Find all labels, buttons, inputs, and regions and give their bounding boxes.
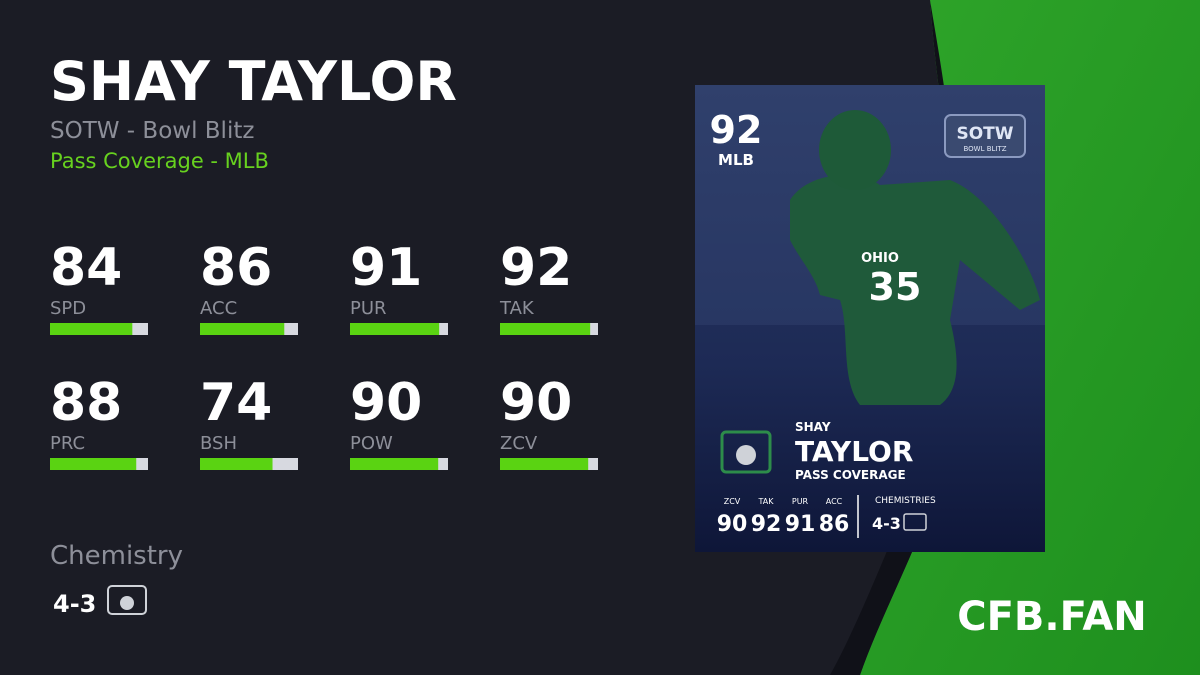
jersey-text: OHIO <box>861 251 899 266</box>
stat-bar <box>50 323 133 335</box>
stat-label: PUR <box>350 298 387 319</box>
jersey-number: 35 <box>869 265 922 309</box>
stat-label: SPD <box>50 298 86 319</box>
stat-value: 74 <box>200 373 272 433</box>
card-stat-value: 86 <box>819 512 850 537</box>
stat-label: BSH <box>200 433 237 454</box>
card-stat-value: 92 <box>751 512 782 537</box>
stat-bar <box>500 458 589 470</box>
stat-value: 90 <box>350 373 422 433</box>
stat-label: ACC <box>200 298 237 319</box>
stat-label: ZCV <box>500 433 538 454</box>
badge-title: SOTW <box>956 124 1013 144</box>
stat-bar <box>200 323 285 335</box>
stat-value: 86 <box>200 238 272 298</box>
card-first-name: SHAY <box>795 420 831 434</box>
stat-value: 88 <box>50 373 122 433</box>
badge-subtitle: BOWL BLITZ <box>963 145 1006 153</box>
chemistry-value: 4-3 <box>53 590 96 618</box>
program: SOTW - Bowl Blitz <box>50 118 254 144</box>
stat-label: POW <box>350 433 393 454</box>
stat-bar <box>500 323 591 335</box>
card-position: MLB <box>718 151 754 169</box>
card-overall: 92 <box>710 108 763 152</box>
stat-value: 84 <box>50 238 122 298</box>
stat-bar <box>350 458 439 470</box>
position: Pass Coverage - MLB <box>50 149 269 173</box>
stat-bar <box>50 458 137 470</box>
stat-label: PRC <box>50 433 85 454</box>
stat-label: TAK <box>499 298 535 319</box>
badge <box>944 114 1026 158</box>
card-stat-label: ZCV <box>724 497 741 506</box>
card-stat-value: 91 <box>785 512 816 537</box>
card-stats: ZCV 90 TAK 92 PUR 91 ACC 86 <box>717 497 850 537</box>
card-stat-label: PUR <box>792 497 809 506</box>
brand: CFB.FAN <box>957 594 1147 640</box>
card-chemistries-title: CHEMISTRIES <box>875 496 936 506</box>
stat-bar <box>350 323 440 335</box>
player-helmet <box>819 110 891 190</box>
card-last-name: TAYLOR <box>795 435 913 468</box>
team-logo <box>107 585 147 615</box>
player-jersey <box>790 175 1040 405</box>
card-chemistry: 4-3 <box>872 514 901 533</box>
card-team-logo <box>720 430 772 474</box>
stat-value: 91 <box>350 238 422 298</box>
card-stat-label: TAK <box>758 497 775 506</box>
player-card: 35 OHIO 92 MLB SOTW BOWL BLITZ SHAY TAYL… <box>695 85 1045 552</box>
stat-value: 90 <box>500 373 572 433</box>
player-name: SHAY TAYLOR <box>50 50 457 113</box>
stat-value: 92 <box>500 238 572 298</box>
card-archetype: PASS COVERAGE <box>795 468 906 482</box>
stat-bar <box>200 458 273 470</box>
chemistry-title: Chemistry <box>50 541 183 571</box>
card-stat-label: ACC <box>826 497 843 506</box>
card-stat-value: 90 <box>717 512 748 537</box>
